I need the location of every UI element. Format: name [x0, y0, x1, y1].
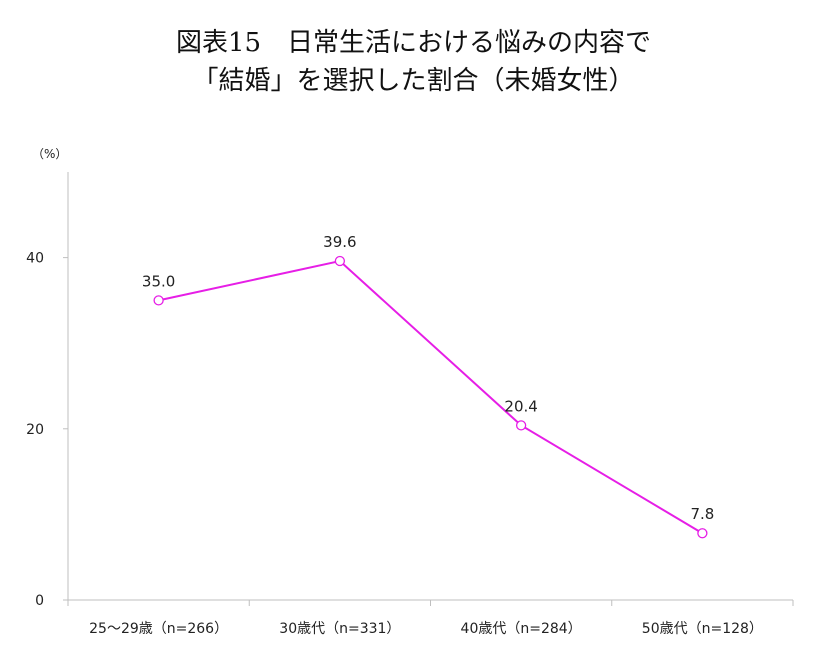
data-point-marker [153, 295, 164, 306]
data-point-marker [697, 528, 708, 539]
x-tick-label: 25～29歳（n=266） [89, 621, 228, 637]
x-tick-label: 50歳代（n=128） [642, 621, 763, 637]
axes: 0 20 40 25～29歳（n=266） 30歳代（n=331） 40歳代（n=284）… [26, 172, 794, 637]
data-point-marker [334, 255, 346, 267]
data-label: 35.0 [142, 272, 175, 290]
data-label: 7.8 [690, 505, 714, 523]
x-tick-label: 40歳代（n=284） [461, 621, 582, 637]
series-line [158, 259, 703, 535]
x-tick-label: 30歳代（n=331） [279, 621, 400, 637]
chart-title: 図表15 日常生活における悩みの内容で [175, 28, 652, 58]
labels-layer: 35.0 39.6 20.4 7.8 [142, 233, 714, 523]
y-tick-label: 20 [26, 422, 44, 438]
y-tick-label: 40 [26, 251, 44, 267]
data-label: 39.6 [323, 233, 356, 251]
chart-title-block: 図表15 日常生活における悩みの内容で 「結婚」を選択した割合（未婚女性） [0, 24, 827, 100]
series-layer [153, 255, 708, 539]
data-point-marker [515, 420, 527, 431]
data-label: 20.4 [504, 397, 537, 415]
y-axis-unit-label: （%） [32, 147, 67, 161]
y-tick-label: 0 [35, 593, 44, 609]
chart-subtitle: 「結婚」を選択した割合（未婚女性） [192, 66, 635, 96]
